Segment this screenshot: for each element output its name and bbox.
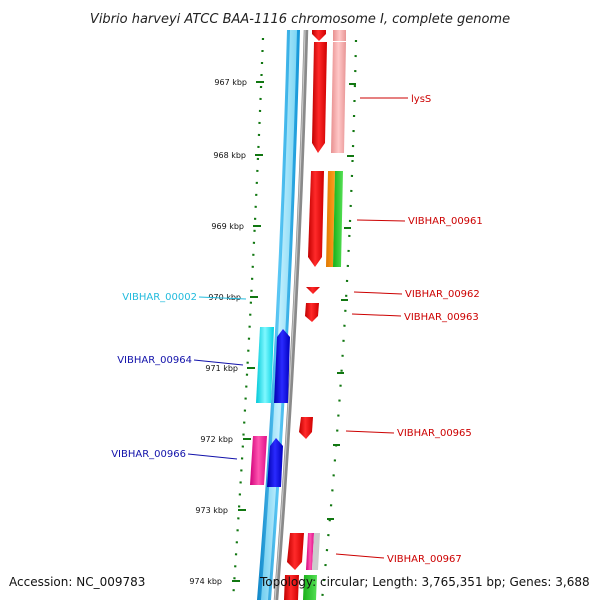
- VIBHAR_00964-cyan-block: [256, 327, 274, 403]
- ruler-label-974: 974 kbp: [189, 577, 222, 586]
- VIBHAR_00967-gene-arrow: [287, 533, 304, 570]
- ruler-label-969: 969 kbp: [211, 222, 244, 231]
- gene-label-VIBHAR_00966[interactable]: VIBHAR_00966: [111, 449, 186, 460]
- outer-ring-ticks: [327, 83, 356, 520]
- ruler-label-970: 970 kbp: [208, 293, 241, 302]
- gene-label-VIBHAR_00965[interactable]: VIBHAR_00965: [397, 428, 472, 439]
- ruler-label-971: 971 kbp: [205, 364, 238, 373]
- VIBHAR_00963-leader: [351, 313, 402, 317]
- VIBHAR_00965-leader: [345, 430, 395, 434]
- VIBHAR_00965-gene-arrow: [299, 417, 313, 439]
- VIBHAR_00963-gene-arrow: [305, 303, 319, 322]
- gene-block-bottom-magenta: [306, 533, 314, 570]
- ruler-ticks: [232, 81, 264, 582]
- genome-backbone: [273, 29, 309, 600]
- VIBHAR_00002-leader: [198, 296, 247, 300]
- VIBHAR_00962-gene-arrow: [306, 287, 320, 294]
- gene-block-bottom-green: [303, 575, 317, 600]
- VIBHAR_00961-green-block: [333, 171, 343, 267]
- inner-dotted-ring: [231, 37, 265, 600]
- gene-label-VIBHAR_00967[interactable]: VIBHAR_00967: [387, 554, 462, 565]
- ruler-label-968: 968 kbp: [213, 151, 246, 160]
- VIBHAR_00961-orange-block: [326, 171, 335, 267]
- VIBHAR_00966-leader: [187, 453, 238, 460]
- VIBHAR_00966-magenta-block: [250, 436, 267, 485]
- VIBHAR_00961-gene-arrow: [308, 171, 324, 267]
- ruler-labels: 967 kbp 968 kbp 969 kbp 970 kbp 971 kbp 972 k…: [189, 78, 247, 586]
- outer-dotted-ring: [320, 39, 358, 600]
- gene-label-lysS[interactable]: lysS: [411, 94, 431, 105]
- gene-block-top-light: [333, 30, 346, 41]
- genome-backbone-highlight: [274, 29, 306, 600]
- VIBHAR_00966-gene-arrow: [267, 438, 283, 487]
- forward-cds-track-light: [261, 30, 297, 600]
- gene-arrow-top: [312, 30, 326, 41]
- gene-label-VIBHAR_00963[interactable]: VIBHAR_00963: [404, 312, 479, 323]
- VIBHAR_00967-leader: [335, 553, 385, 559]
- gene-label-VIBHAR_00002[interactable]: VIBHAR_00002: [122, 292, 197, 303]
- ruler-label-967: 967 kbp: [214, 78, 247, 87]
- gene-labels: lysS VIBHAR_00961 VIBHAR_00962 VIBHAR_00963…: [111, 94, 483, 565]
- topology-label: Topology: circular; Length: 3,765,351 bp…: [260, 575, 590, 589]
- VIBHAR_00962-leader: [353, 291, 403, 295]
- gene-label-VIBHAR_00962[interactable]: VIBHAR_00962: [405, 289, 480, 300]
- lysS-gene-arrow: [312, 42, 327, 153]
- ruler-label-973: 973 kbp: [195, 506, 228, 515]
- VIBHAR_00961-leader: [356, 219, 406, 222]
- gene-block-bottom-grey: [312, 533, 320, 570]
- label-leaders: [187, 97, 408, 559]
- VIBHAR_00964-gene-arrow: [274, 329, 290, 403]
- gene-label-VIBHAR_00964[interactable]: VIBHAR_00964: [117, 355, 192, 366]
- accession-label: Accession: NC_009783: [9, 575, 146, 589]
- map-title: Vibrio harveyi ATCC BAA-1116 chromosome …: [90, 12, 510, 27]
- ruler-label-972: 972 kbp: [200, 435, 233, 444]
- VIBHAR_00964-leader: [193, 359, 244, 366]
- gene-block-bottom-red: [284, 575, 299, 600]
- gene-label-VIBHAR_00961[interactable]: VIBHAR_00961: [408, 216, 483, 227]
- lysS-light-block: [331, 42, 346, 153]
